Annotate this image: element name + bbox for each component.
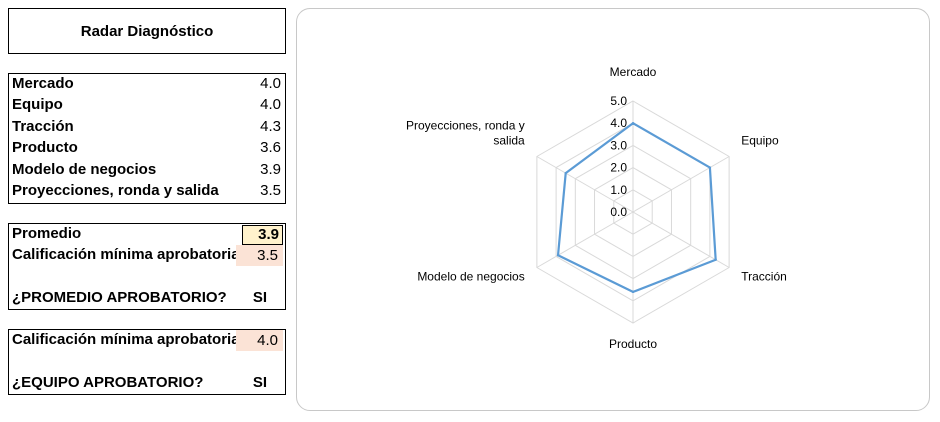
tick-label: 0.0 bbox=[610, 205, 627, 219]
tick-label: 4.0 bbox=[610, 116, 627, 130]
team-approval-answer: SI bbox=[252, 374, 267, 391]
score-row-proyecciones: Proyecciones, ronda y salida 3.5 bbox=[9, 181, 285, 202]
score-row-mercado: Mercado 4.0 bbox=[9, 74, 285, 95]
data-point bbox=[564, 171, 567, 175]
radar-tick-labels: 0.0 1.0 2.0 3.0 4.0 5.0 bbox=[610, 94, 627, 219]
score-value: 4.0 bbox=[260, 75, 281, 92]
score-value: 3.6 bbox=[260, 139, 281, 156]
score-label: Producto bbox=[12, 139, 78, 156]
grid-spoke bbox=[536, 211, 634, 268]
average-approval-question: ¿PROMEDIO APROBATORIO? bbox=[12, 289, 227, 306]
score-value: 4.3 bbox=[260, 118, 281, 135]
tick-label: 1.0 bbox=[610, 183, 627, 197]
min-score-row: Calificación mínima aprobatoria 3.5 bbox=[9, 245, 285, 266]
score-row-modelo: Modelo de negocios 3.9 bbox=[9, 160, 285, 181]
radar-series bbox=[556, 122, 717, 294]
tick-label: 2.0 bbox=[610, 161, 627, 175]
score-row-equipo: Equipo 4.0 bbox=[9, 95, 285, 116]
score-value: 3.9 bbox=[260, 161, 281, 178]
category-label: Equipo bbox=[741, 134, 779, 148]
average-label: Promedio bbox=[12, 225, 82, 242]
team-min-score-value: 4.0 bbox=[236, 330, 283, 351]
radar-grid bbox=[536, 100, 730, 324]
grid-spoke bbox=[632, 156, 730, 213]
category-label: Modelo de negocios bbox=[417, 270, 524, 284]
score-row-traccion: Tracción 4.3 bbox=[9, 117, 285, 138]
min-score-value: 3.5 bbox=[236, 245, 283, 266]
score-label: Tracción bbox=[12, 118, 74, 135]
team-approval-row: ¿EQUIPO APROBATORIO? SI bbox=[9, 373, 285, 394]
score-label: Proyecciones, ronda y salida bbox=[12, 182, 219, 199]
grid-spoke bbox=[536, 156, 634, 213]
score-label: Modelo de negocios bbox=[12, 161, 157, 178]
category-label: Proyecciones, ronda y bbox=[406, 119, 525, 133]
radar-chart: 0.0 1.0 2.0 3.0 4.0 5.0 Mercado Equipo Tracción… bbox=[406, 65, 787, 351]
data-point bbox=[631, 290, 635, 294]
grid-spoke bbox=[632, 211, 730, 268]
tick-label: 5.0 bbox=[610, 94, 627, 108]
chart-frame: 0.0 1.0 2.0 3.0 4.0 5.0 Mercado Equipo Tracción… bbox=[296, 8, 930, 411]
title-box: Radar Diagnóstico bbox=[8, 8, 286, 54]
average-approval-row: ¿PROMEDIO APROBATORIO? SI bbox=[9, 288, 285, 309]
average-value: 3.9 bbox=[242, 225, 283, 245]
category-label: Tracción bbox=[741, 270, 787, 284]
team-min-score-row: Calificación mínima aprobatoria 4.0 bbox=[9, 330, 285, 351]
score-label: Mercado bbox=[12, 75, 74, 92]
data-point bbox=[556, 254, 560, 257]
score-label: Equipo bbox=[12, 96, 63, 113]
score-row-producto: Producto 3.6 bbox=[9, 138, 285, 159]
average-approval-answer: SI bbox=[252, 289, 267, 306]
radar-category-labels: Mercado Equipo Tracción Producto Modelo de n… bbox=[406, 65, 787, 351]
team-min-score-label: Calificación mínima aprobatoria bbox=[12, 331, 240, 348]
data-point bbox=[631, 122, 635, 125]
average-evaluation-box: Promedio 3.9 Calificación mínima aprobat… bbox=[8, 223, 286, 310]
data-point bbox=[708, 166, 712, 169]
min-score-label: Calificación mínima aprobatoria bbox=[12, 246, 240, 263]
average-row: Promedio 3.9 bbox=[9, 224, 285, 245]
team-approval-question: ¿EQUIPO APROBATORIO? bbox=[12, 374, 204, 391]
page-title: Radar Diagnóstico bbox=[80, 22, 214, 40]
tick-label: 3.0 bbox=[610, 138, 627, 152]
category-label: Producto bbox=[609, 337, 657, 351]
score-value: 4.0 bbox=[260, 96, 281, 113]
scores-table: Mercado 4.0 Equipo 4.0 Tracción 4.3 Prod… bbox=[8, 73, 286, 204]
data-point bbox=[714, 258, 717, 261]
category-label: Mercado bbox=[610, 65, 657, 79]
team-evaluation-box: Calificación mínima aprobatoria 4.0 ¿EQU… bbox=[8, 329, 286, 395]
score-value: 3.5 bbox=[260, 182, 281, 199]
category-label: salida bbox=[493, 134, 525, 148]
